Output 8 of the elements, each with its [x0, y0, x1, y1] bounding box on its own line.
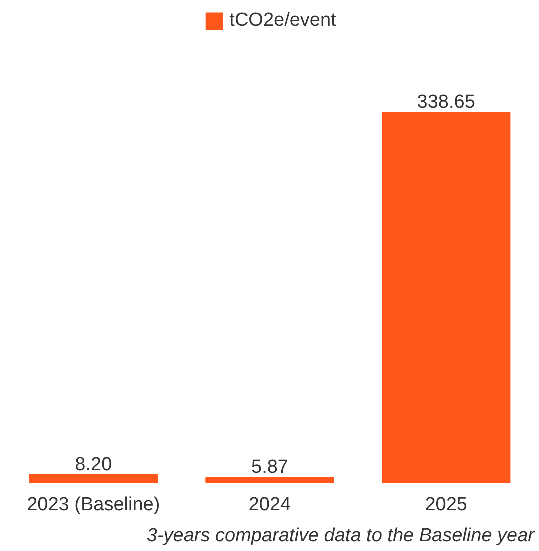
legend-label: tCO2e/event: [230, 10, 336, 32]
data-label: 338.65: [417, 92, 476, 113]
x-tick-label: 2023 (Baseline): [27, 494, 160, 516]
x-tick-label: 2024: [248, 494, 292, 516]
text: 3-years comparative data to the Baseline year: [146, 526, 536, 546]
x-tick-label: 2025: [425, 494, 468, 516]
data-label: 5.87: [252, 457, 288, 478]
data-label: 8.20: [75, 454, 112, 476]
